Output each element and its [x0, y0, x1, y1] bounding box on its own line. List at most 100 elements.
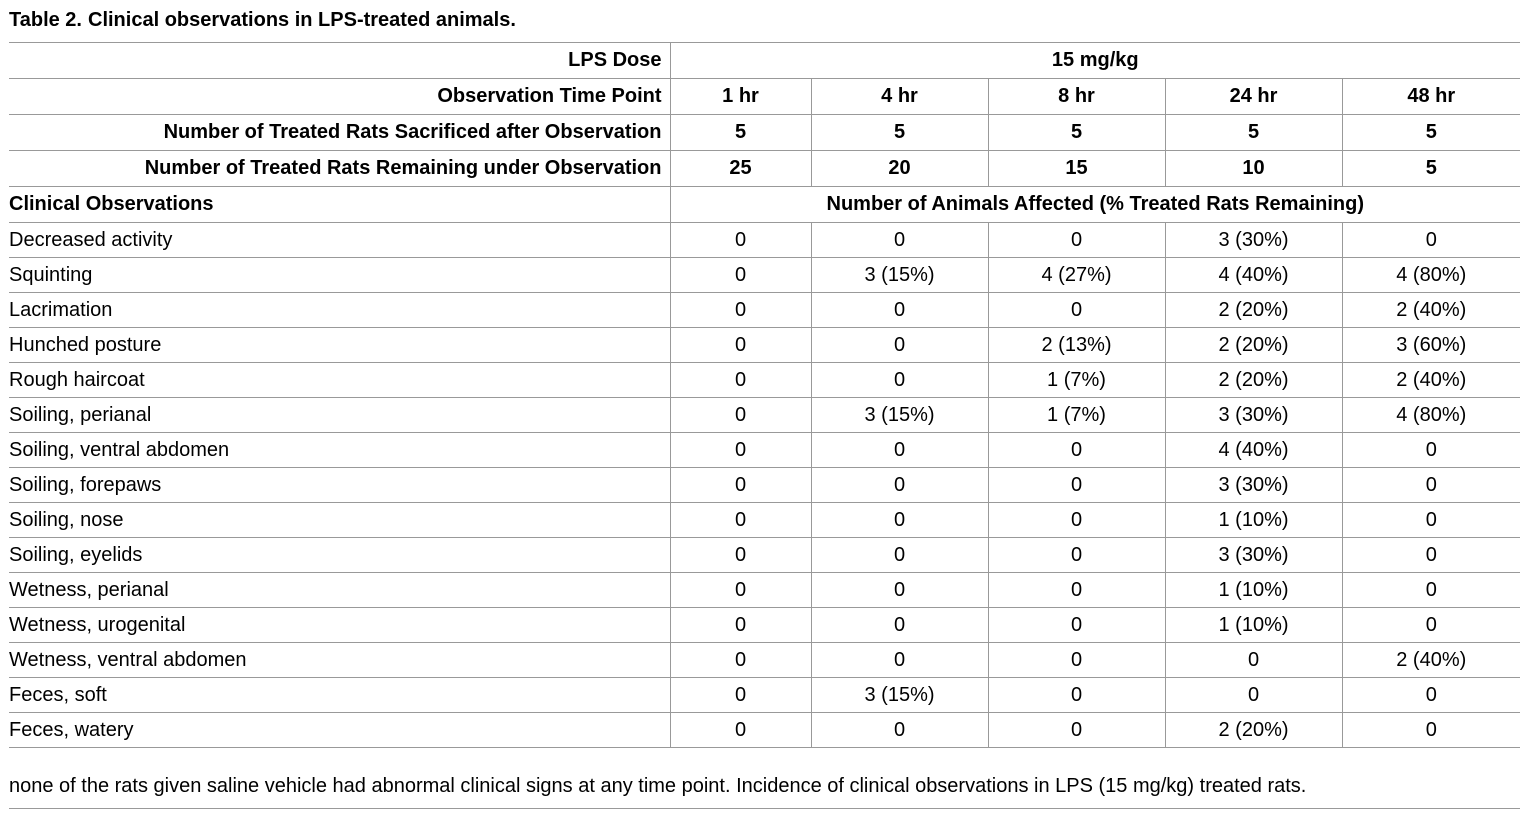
- observation-cell: 3 (30%): [1164, 537, 1342, 573]
- observation-cell: 0: [810, 572, 988, 608]
- observation-cell: 0: [987, 467, 1165, 503]
- observation-cell: 0: [810, 537, 988, 573]
- dose-row: LPS Dose 15 mg/kg: [9, 42, 1521, 79]
- table-title: Clinical observations in LPS-treated ani…: [88, 9, 516, 31]
- table-row: Decreased activity 0 0 0 3 (30%) 0: [9, 222, 1521, 258]
- table-row: Rough haircoat 0 0 1 (7%) 2 (20%) 2 (40%): [9, 362, 1521, 398]
- observation-cell: 0: [669, 327, 811, 363]
- observation-cell: 0: [669, 397, 811, 433]
- observation-cell: 2 (20%): [1164, 362, 1342, 398]
- table-row: Squinting 0 3 (15%) 4 (27%) 4 (40%) 4 (80%): [9, 257, 1521, 293]
- observation-cell: 0: [810, 432, 988, 468]
- table-row: Wetness, perianal 0 0 0 1 (10%) 0: [9, 572, 1521, 608]
- observation-cell: 0: [810, 292, 988, 328]
- observation-cell: 0: [669, 222, 811, 258]
- remaining-cell: 5: [1341, 150, 1521, 187]
- footnote-rule: [9, 808, 1520, 809]
- observation-name: Hunched posture: [9, 327, 670, 363]
- remaining-cell: 20: [810, 150, 988, 187]
- remaining-row: Number of Treated Rats Remaining under O…: [9, 150, 1521, 187]
- observation-cell: 0: [987, 432, 1165, 468]
- observation-cell: 0: [669, 432, 811, 468]
- sacrificed-row: Number of Treated Rats Sacrificed after …: [9, 114, 1521, 151]
- table-footnote: none of the rats given saline vehicle ha…: [9, 775, 1307, 797]
- observation-name: Soiling, nose: [9, 502, 670, 538]
- table-row: Hunched posture 0 0 2 (13%) 2 (20%) 3 (60%): [9, 327, 1521, 363]
- observation-cell: 2 (20%): [1164, 712, 1342, 748]
- time-point-label: Observation Time Point: [9, 78, 670, 115]
- observation-name: Feces, watery: [9, 712, 670, 748]
- observation-name: Wetness, urogenital: [9, 607, 670, 643]
- observation-cell: 3 (60%): [1341, 327, 1521, 363]
- observation-name: Soiling, eyelids: [9, 537, 670, 573]
- observation-cell: 0: [1341, 222, 1521, 258]
- observation-cell: 0: [1341, 432, 1521, 468]
- observation-name: Lacrimation: [9, 292, 670, 328]
- table-row: Soiling, ventral abdomen 0 0 0 4 (40%) 0: [9, 432, 1521, 468]
- observation-cell: 2 (40%): [1341, 292, 1521, 328]
- observation-cell: 0: [1341, 677, 1521, 713]
- sacrificed-cell: 5: [669, 114, 811, 151]
- observation-cell: 4 (80%): [1341, 257, 1521, 293]
- table-row: Soiling, forepaws 0 0 0 3 (30%) 0: [9, 467, 1521, 503]
- observation-name: Wetness, perianal: [9, 572, 670, 608]
- table-row: Soiling, eyelids 0 0 0 3 (30%) 0: [9, 537, 1521, 573]
- observation-cell: 0: [810, 642, 988, 678]
- dose-label: LPS Dose: [9, 42, 670, 79]
- observation-cell: 0: [1341, 467, 1521, 503]
- observation-cell: 2 (40%): [1341, 362, 1521, 398]
- observation-cell: 4 (40%): [1164, 257, 1342, 293]
- observation-cell: 0: [810, 222, 988, 258]
- time-point-cell: 8 hr: [987, 78, 1165, 115]
- observation-cell: 0: [1164, 642, 1342, 678]
- time-point-cell: 4 hr: [810, 78, 988, 115]
- observation-cell: 0: [669, 257, 811, 293]
- observation-cell: 0: [669, 292, 811, 328]
- observation-cell: 3 (30%): [1164, 397, 1342, 433]
- observation-cell: 3 (15%): [810, 397, 988, 433]
- sacrificed-cell: 5: [1164, 114, 1342, 151]
- table-row: Soiling, nose 0 0 0 1 (10%) 0: [9, 502, 1521, 538]
- time-point-cell: 1 hr: [669, 78, 811, 115]
- observation-cell: 3 (15%): [810, 257, 988, 293]
- observation-name: Wetness, ventral abdomen: [9, 642, 670, 678]
- section-label: Clinical Observations: [9, 186, 670, 223]
- remaining-label: Number of Treated Rats Remaining under O…: [9, 150, 670, 187]
- observation-cell: 0: [669, 677, 811, 713]
- observation-cell: 0: [810, 502, 988, 538]
- remaining-cell: 25: [669, 150, 811, 187]
- observation-cell: 0: [810, 607, 988, 643]
- table-row: Feces, watery 0 0 0 2 (20%) 0: [9, 712, 1521, 748]
- observation-cell: 4 (80%): [1341, 397, 1521, 433]
- observation-cell: 0: [1164, 677, 1342, 713]
- clinical-observations-table: LPS Dose 15 mg/kg Observation Time Point…: [9, 42, 1521, 748]
- sacrificed-label: Number of Treated Rats Sacrificed after …: [9, 114, 670, 151]
- time-point-cell: 24 hr: [1164, 78, 1342, 115]
- observation-cell: 2 (40%): [1341, 642, 1521, 678]
- observation-cell: 0: [1341, 712, 1521, 748]
- observation-cell: 0: [987, 607, 1165, 643]
- remaining-cell: 15: [987, 150, 1165, 187]
- sacrificed-cell: 5: [810, 114, 988, 151]
- time-point-row: Observation Time Point 1 hr 4 hr 8 hr 24…: [9, 78, 1521, 115]
- observation-name: Soiling, forepaws: [9, 467, 670, 503]
- observation-cell: 3 (15%): [810, 677, 988, 713]
- observation-cell: 2 (20%): [1164, 327, 1342, 363]
- observation-cell: 0: [669, 607, 811, 643]
- observation-cell: 0: [1341, 537, 1521, 573]
- observation-cell: 1 (10%): [1164, 572, 1342, 608]
- observation-cell: 0: [669, 712, 811, 748]
- sacrificed-cell: 5: [987, 114, 1165, 151]
- observation-rows: Decreased activity 0 0 0 3 (30%) 0 Squinting 0 3…: [9, 222, 1521, 748]
- observation-cell: 0: [1341, 607, 1521, 643]
- observation-cell: 0: [1341, 572, 1521, 608]
- observation-cell: 0: [987, 537, 1165, 573]
- dose-value: 15 mg/kg: [669, 42, 1521, 79]
- observation-cell: 0: [987, 222, 1165, 258]
- observation-name: Soiling, perianal: [9, 397, 670, 433]
- observation-name: Rough haircoat: [9, 362, 670, 398]
- observation-cell: 0: [669, 362, 811, 398]
- observation-cell: 0: [669, 502, 811, 538]
- observation-cell: 4 (40%): [1164, 432, 1342, 468]
- observation-cell: 0: [987, 677, 1165, 713]
